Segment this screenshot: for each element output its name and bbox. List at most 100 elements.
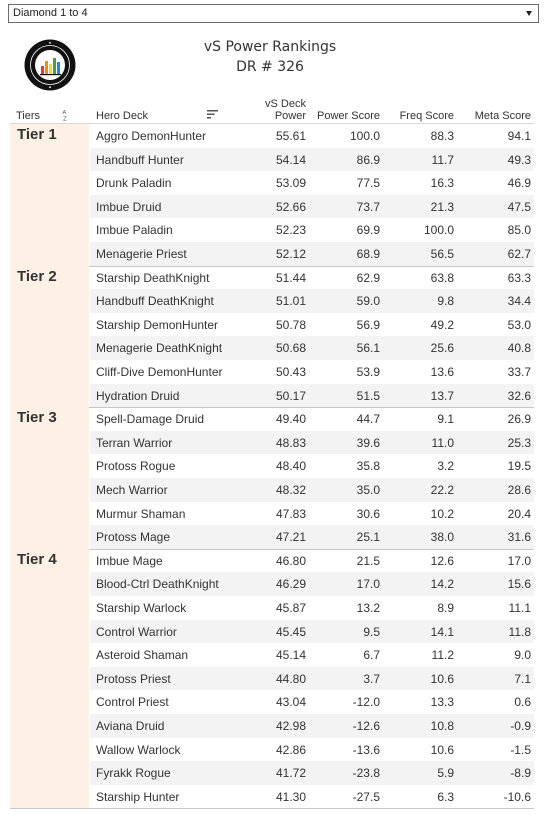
power-score-cell: 100.0 (349, 129, 380, 143)
meta-score-cell: 25.3 (507, 435, 531, 450)
column-header-freq-score[interactable]: Freq Score (399, 110, 454, 122)
rank-filter-value: Diamond 1 to 4 (13, 7, 88, 19)
freq-score-cell: 11.7 (431, 152, 454, 167)
tier-divider (10, 808, 534, 810)
hero-deck-cell: Cliff-Dive DemonHunter (96, 365, 223, 379)
table-row[interactable]: Imbue Druid 52.66 73.7 21.3 47.5 (90, 194, 534, 219)
power-score-cell: 30.6 (356, 506, 380, 521)
table-row[interactable]: Handbuff DeathKnight 51.01 59.0 9.8 34.4 (90, 289, 534, 313)
meta-score-cell: 94.1 (507, 129, 531, 143)
table-row[interactable]: Starship DeathKnight 51.44 62.9 63.8 63.3 (90, 266, 534, 290)
freq-score-cell: 10.8 (430, 719, 454, 733)
hero-deck-cell: Fyrakk Rogue (96, 766, 171, 781)
table-row[interactable]: Mech Warrior 48.32 35.0 22.2 28.6 (90, 478, 534, 502)
sort-ascending-icon[interactable]: A Z (62, 109, 70, 121)
freq-score-cell: 21.3 (430, 199, 454, 214)
tier-band (10, 548, 89, 809)
power-score-cell: -12.6 (352, 719, 380, 733)
table-row[interactable]: Spell-Damage Druid 49.40 44.7 9.1 26.9 (90, 407, 534, 431)
hero-deck-cell: Hydration Druid (96, 388, 180, 403)
freq-score-cell: 9.1 (437, 412, 454, 427)
table-row[interactable]: Protoss Mage 47.21 25.1 38.0 31.6 (90, 525, 534, 549)
column-header-power-line1[interactable]: vS Deck (265, 98, 306, 110)
tier-label: Tier 1 (17, 126, 57, 143)
table-row[interactable]: Menagerie Priest 52.12 68.9 56.5 62.7 (90, 242, 534, 266)
column-header-tiers[interactable]: Tiers (16, 110, 41, 122)
table-row[interactable]: Terran Warrior 48.83 39.6 11.0 25.3 (90, 430, 534, 455)
freq-score-cell: 12.6 (430, 553, 454, 568)
table-row[interactable]: Control Warrior 45.45 9.5 14.1 11.8 (90, 619, 534, 644)
power-score-cell: 25.1 (356, 530, 380, 545)
freq-score-cell: 38.0 (430, 530, 454, 545)
meta-score-cell: 15.6 (507, 577, 531, 592)
table-row[interactable]: Handbuff Hunter 54.14 86.9 11.7 49.3 (90, 147, 534, 172)
power-score-cell: 6.7 (363, 648, 380, 663)
tier-divider (10, 407, 534, 409)
table-row[interactable]: Imbue Paladin 52.23 69.9 100.0 85.0 (90, 218, 534, 242)
deck-power-cell: 42.98 (275, 719, 306, 733)
tier-divider (10, 548, 534, 550)
power-score-cell: -23.8 (352, 766, 380, 781)
table-row[interactable]: Imbue Mage 46.80 21.5 12.6 17.0 (90, 549, 534, 573)
table-row[interactable]: Starship DemonHunter 50.78 56.9 49.2 53.0 (90, 313, 534, 337)
hero-deck-cell: Murmur Shaman (96, 506, 186, 521)
power-score-cell: 35.0 (356, 483, 380, 497)
meta-score-cell: 31.6 (507, 530, 531, 545)
meta-score-cell: 53.0 (507, 317, 531, 332)
column-header-power-score[interactable]: Power Score (317, 110, 380, 122)
table-row[interactable]: Starship Hunter 41.30 -27.5 6.3 -10.6 (90, 785, 534, 809)
meta-score-cell: 11.8 (508, 624, 531, 639)
column-header-meta-score[interactable]: Meta Score (474, 110, 531, 122)
column-header-hero-deck[interactable]: Hero Deck (96, 110, 148, 122)
column-header-power-line2[interactable]: Power (274, 110, 306, 122)
power-score-cell: 53.9 (356, 365, 380, 379)
table-row[interactable]: Asteroid Shaman 45.14 6.7 11.2 9.0 (90, 643, 534, 667)
table-row[interactable]: Wallow Warlock 42.86 -13.6 10.6 -1.5 (90, 738, 534, 762)
table-row[interactable]: Control Priest 43.04 -12.0 13.3 0.6 (90, 690, 534, 714)
table-row[interactable]: Murmur Shaman 47.83 30.6 10.2 20.4 (90, 502, 534, 526)
table-row[interactable]: Starship Warlock 45.87 13.2 8.9 11.1 (90, 596, 534, 620)
deck-power-cell: 49.40 (275, 412, 306, 427)
freq-score-cell: 10.6 (430, 742, 454, 757)
rank-filter-dropdown[interactable]: Diamond 1 to 4 (8, 4, 539, 23)
table-row[interactable]: Hydration Druid 50.17 51.5 13.7 32.6 (90, 383, 534, 408)
table-row[interactable]: Protoss Rogue 48.40 35.8 3.2 19.5 (90, 454, 534, 478)
table-row[interactable]: Menagerie DeathKnight 50.68 56.1 25.6 40.8 (90, 336, 534, 360)
freq-score-cell: 10.6 (430, 671, 454, 686)
power-score-cell: 21.5 (356, 553, 380, 568)
deck-power-cell: 46.29 (275, 577, 306, 592)
tier-label: Tier 3 (17, 409, 57, 427)
power-score-cell: 56.9 (356, 317, 380, 332)
tier-band (10, 265, 89, 408)
power-score-cell: 59.0 (356, 294, 380, 309)
deck-power-cell: 50.68 (275, 341, 306, 356)
report-number: DR # 326 (236, 59, 304, 75)
meta-score-cell: 7.1 (514, 671, 531, 686)
table-row[interactable]: Protoss Priest 44.80 3.7 10.6 7.1 (90, 666, 534, 691)
table-row[interactable]: Blood-Ctrl DeathKnight 46.29 17.0 14.2 15.6 (90, 572, 534, 596)
hero-deck-cell: Asteroid Shaman (96, 648, 189, 663)
power-score-cell: 56.1 (356, 341, 380, 356)
deck-power-cell: 50.43 (275, 365, 306, 379)
freq-score-cell: 9.8 (437, 294, 454, 309)
hero-deck-cell: Mech Warrior (96, 483, 168, 497)
hero-deck-cell: Imbue Mage (96, 553, 163, 568)
deck-power-cell: 45.45 (275, 624, 306, 639)
meta-score-cell: 47.5 (507, 199, 531, 214)
table-row[interactable]: Aviana Druid 42.98 -12.6 10.8 -0.9 (90, 714, 534, 738)
sort-descending-icon[interactable] (207, 110, 218, 119)
power-score-cell: 51.5 (356, 388, 380, 403)
freq-score-cell: 56.5 (430, 247, 454, 261)
meta-score-cell: 28.6 (507, 483, 531, 497)
table-row[interactable]: Drunk Paladin 53.09 77.5 16.3 46.9 (90, 171, 534, 195)
hero-deck-cell: Wallow Warlock (96, 742, 181, 757)
power-score-cell: 62.9 (356, 270, 380, 285)
table-row[interactable]: Aggro DemonHunter 55.61 100.0 88.3 94.1 (90, 124, 534, 148)
freq-score-cell: 13.7 (430, 388, 454, 403)
freq-score-cell: 13.3 (430, 695, 454, 710)
hero-deck-cell: Imbue Druid (96, 199, 162, 214)
meta-score-cell: 32.6 (507, 388, 531, 403)
table-row[interactable]: Cliff-Dive DemonHunter 50.43 53.9 13.6 33.7 (90, 360, 534, 384)
table-row[interactable]: Fyrakk Rogue 41.72 -23.8 5.9 -8.9 (90, 761, 534, 785)
deck-power-cell: 47.21 (275, 530, 306, 545)
